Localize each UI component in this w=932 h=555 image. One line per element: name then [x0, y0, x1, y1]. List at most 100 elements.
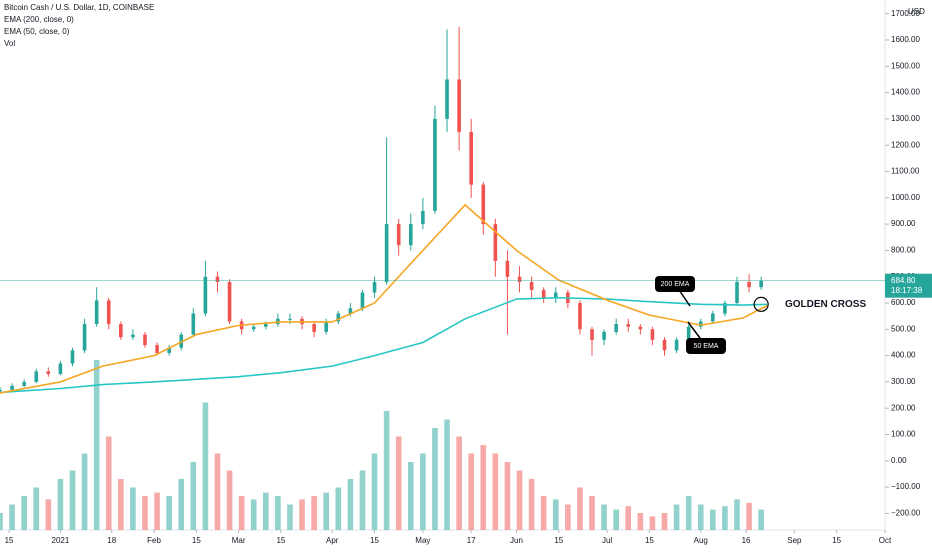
volume-bar	[347, 479, 354, 530]
volume-bar	[685, 496, 692, 530]
volume-bar	[601, 504, 607, 530]
volume-bar	[166, 496, 172, 530]
volume-bar	[492, 453, 499, 530]
volume-bar	[81, 453, 88, 530]
volume-bar	[214, 453, 221, 530]
x-tick-label: Mar	[232, 536, 246, 545]
candle-body	[58, 363, 63, 375]
volume-bar	[69, 470, 76, 530]
candle-body	[711, 313, 715, 322]
candle-body	[614, 324, 618, 332]
x-tick-label: 16	[742, 536, 751, 545]
candle-body	[348, 308, 353, 314]
volume-bar	[504, 462, 511, 530]
y-tick-label: 200.00	[891, 403, 916, 412]
volume-bar	[577, 487, 583, 530]
volume-bar	[456, 436, 462, 530]
volume-bar	[57, 479, 64, 530]
candle-body	[227, 281, 232, 322]
volume-bar	[432, 428, 438, 530]
candle-body	[626, 324, 631, 327]
annotation: GOLDEN CROSS	[785, 299, 866, 310]
volume-bar	[552, 499, 559, 530]
volume-bar	[263, 492, 269, 530]
volume-bar	[154, 492, 160, 530]
volume-bar	[565, 504, 571, 530]
volume-bar	[758, 509, 764, 530]
y-tick-label: 1500.00	[891, 61, 920, 70]
ema-line	[0, 203, 768, 394]
y-tick-label: −200.00	[891, 509, 921, 518]
indicator-label: EMA (200, close, 0)	[4, 15, 74, 24]
candle-body	[723, 303, 727, 314]
candle-body	[541, 289, 546, 298]
y-tick-label: 900.00	[891, 219, 916, 228]
x-tick-label: Jul	[602, 536, 612, 545]
y-tick-label: 1000.00	[891, 193, 920, 202]
volume-bar	[142, 496, 148, 530]
x-tick-label: 15	[832, 536, 841, 545]
candle-body	[457, 79, 461, 133]
candle-body	[312, 324, 316, 332]
candle-body	[82, 324, 87, 351]
volume-bar	[383, 411, 390, 530]
candle-body	[203, 276, 208, 314]
candle-body	[119, 324, 123, 338]
volume-bar	[105, 436, 112, 530]
volume-bar	[335, 487, 342, 530]
volume-bar	[613, 509, 619, 530]
volume-bar	[33, 487, 40, 530]
currency-label: USD	[908, 7, 925, 16]
candle-body	[638, 326, 643, 330]
volume-bar	[637, 513, 644, 530]
ema-line	[0, 296, 768, 394]
candle-body	[662, 339, 667, 351]
candle-body	[384, 224, 389, 282]
candle-body	[686, 326, 691, 340]
last-price-box	[885, 273, 932, 298]
candle-body	[215, 276, 220, 282]
volume-bar	[625, 506, 632, 530]
candle-body	[553, 292, 558, 298]
candle-body	[529, 281, 534, 290]
volume-bar	[697, 504, 704, 530]
candle-body	[396, 224, 401, 246]
indicator-label: Vol	[4, 39, 15, 48]
volume-bar	[226, 470, 233, 530]
candle-body	[360, 292, 365, 309]
volume-bar	[468, 453, 474, 530]
candle-body	[288, 318, 292, 320]
candle-body	[70, 350, 75, 364]
volume-bar	[371, 453, 378, 530]
x-tick-label: 15	[554, 536, 563, 545]
volume-bar	[311, 496, 317, 530]
callout-label: 200 EMA	[661, 281, 690, 288]
y-tick-label: 1300.00	[891, 114, 920, 123]
x-tick-label: 15	[645, 536, 654, 545]
candle-body	[747, 281, 751, 288]
volume-bar	[238, 496, 245, 530]
candle-body	[674, 339, 679, 351]
y-tick-label: 1100.00	[891, 167, 920, 176]
x-tick-label: Sep	[787, 536, 802, 545]
candle-body	[106, 300, 111, 325]
candle-body	[759, 280, 763, 288]
x-tick-label: 15	[192, 536, 201, 545]
candle-body	[433, 118, 437, 211]
volume-bar	[746, 502, 752, 530]
x-tick-label: Oct	[879, 536, 892, 545]
candle-body	[264, 324, 268, 327]
volume-bar	[480, 445, 487, 530]
x-tick-label: 17	[467, 536, 476, 545]
x-tick-label: Feb	[147, 536, 161, 545]
y-tick-label: 600.00	[891, 298, 916, 307]
candle-body	[650, 329, 655, 340]
y-tick-label: 500.00	[891, 324, 916, 333]
volume-bar	[589, 496, 595, 530]
volume-bar	[9, 504, 15, 530]
candle-body	[445, 79, 449, 119]
volume-bar	[673, 504, 680, 530]
volume-bar	[118, 479, 124, 530]
volume-bar	[649, 516, 656, 530]
